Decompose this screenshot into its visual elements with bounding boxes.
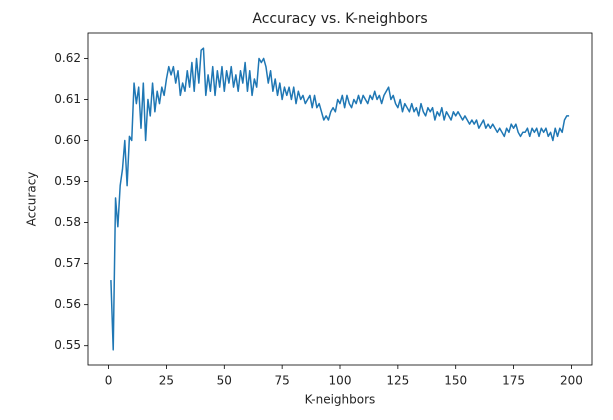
- y-tick-label: 0.55: [54, 338, 81, 352]
- y-tick-label: 0.58: [54, 215, 81, 229]
- x-tick-label: 25: [159, 374, 174, 388]
- x-tick-label: 0: [105, 374, 113, 388]
- x-tick-label: 175: [502, 374, 525, 388]
- y-tick-label: 0.61: [54, 92, 81, 106]
- x-axis-label: K-neighbors: [305, 393, 376, 407]
- y-tick-label: 0.56: [54, 297, 81, 311]
- y-tick-label: 0.59: [54, 174, 81, 188]
- y-axis-label: Accuracy: [25, 172, 39, 227]
- plot-frame: [87, 32, 593, 366]
- x-tick-label: 200: [560, 374, 583, 388]
- x-tick-label: 125: [386, 374, 409, 388]
- x-tick-label: 75: [275, 374, 290, 388]
- y-tick-label: 0.60: [54, 133, 81, 147]
- x-tick-label: 50: [217, 374, 232, 388]
- x-tick-label: 150: [444, 374, 467, 388]
- y-tick-label: 0.62: [54, 51, 81, 65]
- y-tick-label: 0.57: [54, 256, 81, 270]
- x-tick-label: 100: [329, 374, 352, 388]
- data-line: [110, 47, 570, 351]
- chart-title: Accuracy vs. K-neighbors: [252, 11, 427, 27]
